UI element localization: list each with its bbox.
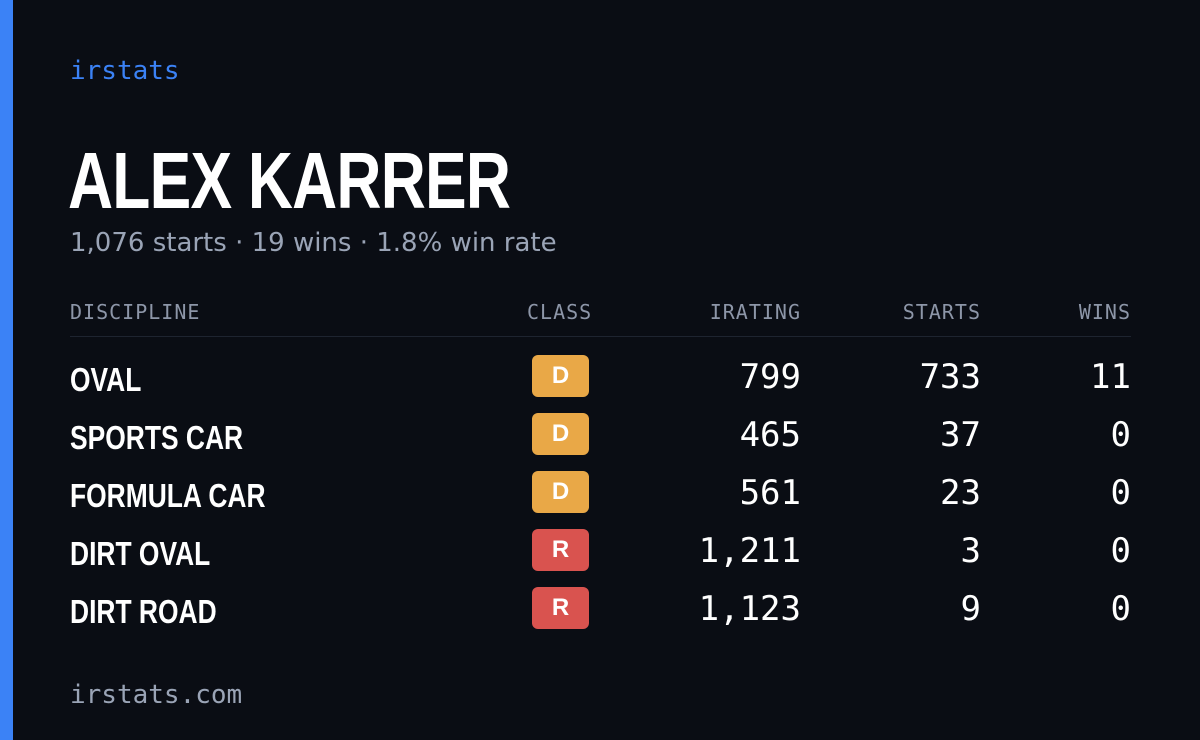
- accent-bar: [0, 0, 13, 740]
- driver-name: ALEX KARRER: [68, 136, 510, 226]
- wins-value: 11: [1090, 357, 1131, 397]
- table-row: DIRT OVAL R 1,211 3 0: [70, 527, 1131, 585]
- wins-value: 0: [1111, 531, 1131, 571]
- column-header-wins: WINS: [1079, 300, 1131, 324]
- driver-summary: 1,076 starts · 19 wins · 1.8% win rate: [70, 228, 557, 258]
- discipline-name: DIRT ROAD: [70, 593, 217, 631]
- discipline-table: DISCIPLINE CLASS IRATING STARTS WINS OVA…: [70, 296, 1131, 643]
- column-header-discipline: DISCIPLINE: [70, 300, 200, 324]
- discipline-name: DIRT OVAL: [70, 535, 210, 573]
- starts-value: 3: [961, 531, 981, 571]
- table-row: DIRT ROAD R 1,123 9 0: [70, 585, 1131, 643]
- irating-value: 799: [740, 357, 801, 397]
- irating-value: 1,211: [699, 531, 801, 571]
- class-badge: D: [532, 355, 589, 397]
- discipline-name: OVAL: [70, 361, 141, 399]
- wins-value: 0: [1111, 473, 1131, 513]
- irating-value: 561: [740, 473, 801, 513]
- table-row: OVAL D 799 733 11: [70, 353, 1131, 411]
- table-row: SPORTS CAR D 465 37 0: [70, 411, 1131, 469]
- class-badge: D: [532, 413, 589, 455]
- class-badge: R: [532, 587, 589, 629]
- starts-value: 23: [940, 473, 981, 513]
- starts-value: 37: [940, 415, 981, 455]
- starts-value: 733: [920, 357, 981, 397]
- wins-value: 0: [1111, 415, 1131, 455]
- class-badge: D: [532, 471, 589, 513]
- starts-value: 9: [961, 589, 981, 629]
- discipline-name: SPORTS CAR: [70, 419, 243, 457]
- column-header-starts: STARTS: [903, 300, 981, 324]
- column-header-irating: IRATING: [710, 300, 801, 324]
- wins-value: 0: [1111, 589, 1131, 629]
- footer-domain: irstats.com: [70, 680, 242, 710]
- irating-value: 465: [740, 415, 801, 455]
- table-row: FORMULA CAR D 561 23 0: [70, 469, 1131, 527]
- table-body: OVAL D 799 733 11 SPORTS CAR D 465 37 0 …: [70, 353, 1131, 643]
- table-header: DISCIPLINE CLASS IRATING STARTS WINS: [70, 296, 1131, 337]
- column-header-class: CLASS: [527, 300, 592, 324]
- discipline-name: FORMULA CAR: [70, 477, 266, 515]
- brand-logo: irstats: [70, 56, 180, 86]
- irating-value: 1,123: [699, 589, 801, 629]
- class-badge: R: [532, 529, 589, 571]
